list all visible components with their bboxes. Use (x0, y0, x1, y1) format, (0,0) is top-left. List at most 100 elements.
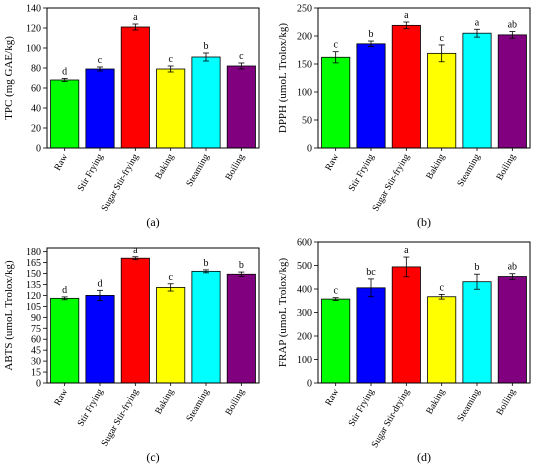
significance-label: c (439, 282, 444, 293)
bar (120, 26, 150, 149)
y-tick-label: 0 (36, 144, 41, 155)
bar (427, 52, 457, 149)
panel-label: (a) (146, 215, 159, 229)
y-tick-label: 60 (31, 335, 41, 346)
bar (497, 34, 527, 149)
chart-panel: c Raw b Stir Frying a Sugar Stir-frying c Bakin… (277, 4, 531, 229)
panel-label: (d) (417, 450, 431, 464)
significance-label: b (204, 41, 209, 52)
bar (462, 32, 492, 149)
y-axis-label: DPPH (umoL Trolox/kg) (277, 23, 289, 134)
bar (156, 68, 186, 149)
significance-label: d (62, 67, 67, 78)
bar (391, 24, 421, 149)
y-tick-label: 100 (297, 88, 312, 99)
significance-label: c (333, 40, 338, 51)
y-tick-label: 30 (31, 357, 41, 368)
bar (191, 270, 221, 384)
bar (226, 273, 256, 384)
significance-label: b (204, 258, 209, 269)
category-tick-label: Sugar Stir-drying (370, 387, 412, 449)
y-tick-label: 100 (297, 355, 312, 366)
category-tick-label: Baking (425, 152, 448, 181)
y-tick-label: 400 (297, 285, 312, 296)
plot-frame (317, 7, 531, 149)
y-tick-label: 250 (297, 4, 312, 15)
plot-frame (46, 247, 260, 384)
y-tick-label: 500 (297, 261, 312, 272)
category-tick-label: Stir Frying (76, 152, 106, 193)
significance-label: c (239, 51, 244, 62)
significance-label: a (404, 245, 409, 256)
significance-label: a (404, 10, 409, 21)
plot-frame (46, 7, 260, 149)
chart-panel: d Raw c Stir Frying a Sugar Stir-frying c Bakin… (3, 4, 260, 229)
y-tick-label: 80 (31, 64, 41, 75)
y-tick-label: 75 (31, 324, 41, 335)
bar (462, 281, 492, 384)
y-axis-label: ABTS (umoL Trolox/kg) (3, 260, 15, 371)
y-tick-label: 20 (31, 124, 41, 135)
bar (391, 266, 421, 384)
bar (321, 298, 351, 384)
y-tick-label: 45 (31, 346, 41, 357)
panel-label: (c) (146, 450, 159, 464)
y-axis-label: FRAP (umoL Trolox/kg) (277, 258, 289, 368)
bar (50, 79, 80, 149)
significance-label: c (439, 33, 444, 44)
y-tick-label: 165 (26, 258, 41, 269)
bar (120, 257, 150, 384)
y-tick-label: 120 (26, 24, 41, 35)
significance-label: ab (508, 20, 517, 31)
bar (427, 296, 457, 384)
category-tick-label: Boiling (224, 152, 247, 182)
category-tick-label: Stir Frying (347, 387, 377, 428)
y-tick-label: 600 (297, 238, 312, 249)
y-tick-label: 40 (31, 104, 41, 115)
significance-label: b (369, 29, 374, 40)
y-tick-label: 60 (31, 84, 41, 95)
bar (85, 295, 115, 384)
y-tick-label: 150 (26, 269, 41, 280)
significance-label: c (98, 55, 103, 66)
y-tick-label: 180 (26, 247, 41, 258)
category-tick-label: Sugar Stir-frying (99, 152, 141, 214)
bar (497, 276, 527, 384)
bar (226, 65, 256, 149)
significance-label: d (62, 285, 67, 296)
category-tick-label: Steaming (185, 152, 212, 188)
category-tick-label: Boiling (495, 387, 518, 417)
y-tick-label: 0 (307, 144, 312, 155)
significance-label: bc (366, 267, 376, 278)
category-tick-label: Raw (324, 152, 341, 172)
y-tick-label: 15 (31, 368, 41, 379)
y-tick-label: 0 (307, 379, 312, 390)
y-tick-label: 140 (26, 4, 41, 15)
bar (321, 56, 351, 149)
category-tick-label: Steaming (185, 387, 212, 423)
y-tick-label: 200 (297, 32, 312, 43)
significance-label: b (239, 260, 244, 271)
significance-label: c (168, 272, 173, 283)
significance-label: c (333, 286, 338, 297)
y-tick-label: 120 (26, 291, 41, 302)
y-tick-label: 150 (297, 60, 312, 71)
category-tick-label: Stir Frying (76, 387, 106, 428)
significance-label: a (133, 12, 138, 23)
significance-label: a (133, 245, 138, 256)
category-tick-label: Boiling (495, 152, 518, 182)
significance-label: a (475, 17, 480, 28)
bar (85, 68, 115, 149)
category-tick-label: Sugar Stir-frying (99, 387, 141, 449)
y-tick-label: 50 (302, 116, 312, 127)
y-tick-label: 90 (31, 313, 41, 324)
y-tick-label: 300 (297, 308, 312, 319)
chart-panel: d Raw d Stir Frying a Sugar Stir-frying c Bakin… (3, 245, 260, 464)
category-tick-label: Steaming (456, 152, 483, 188)
category-tick-label: Raw (53, 387, 70, 407)
category-tick-label: Raw (324, 387, 341, 407)
bar (156, 287, 186, 384)
category-tick-label: Boiling (224, 387, 247, 417)
category-tick-label: Baking (425, 387, 448, 416)
